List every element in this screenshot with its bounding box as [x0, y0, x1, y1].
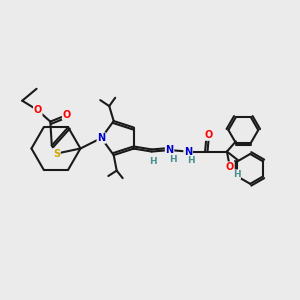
- Text: H: H: [187, 156, 195, 165]
- Text: O: O: [34, 105, 42, 115]
- Text: H: H: [149, 157, 157, 166]
- Text: N: N: [166, 145, 174, 155]
- Text: H: H: [232, 170, 240, 179]
- Text: S: S: [53, 148, 60, 159]
- Text: N: N: [184, 147, 192, 157]
- Text: O: O: [63, 110, 71, 120]
- Text: O: O: [226, 162, 234, 172]
- Text: H: H: [169, 155, 176, 164]
- Text: O: O: [205, 130, 213, 140]
- Text: N: N: [97, 133, 105, 143]
